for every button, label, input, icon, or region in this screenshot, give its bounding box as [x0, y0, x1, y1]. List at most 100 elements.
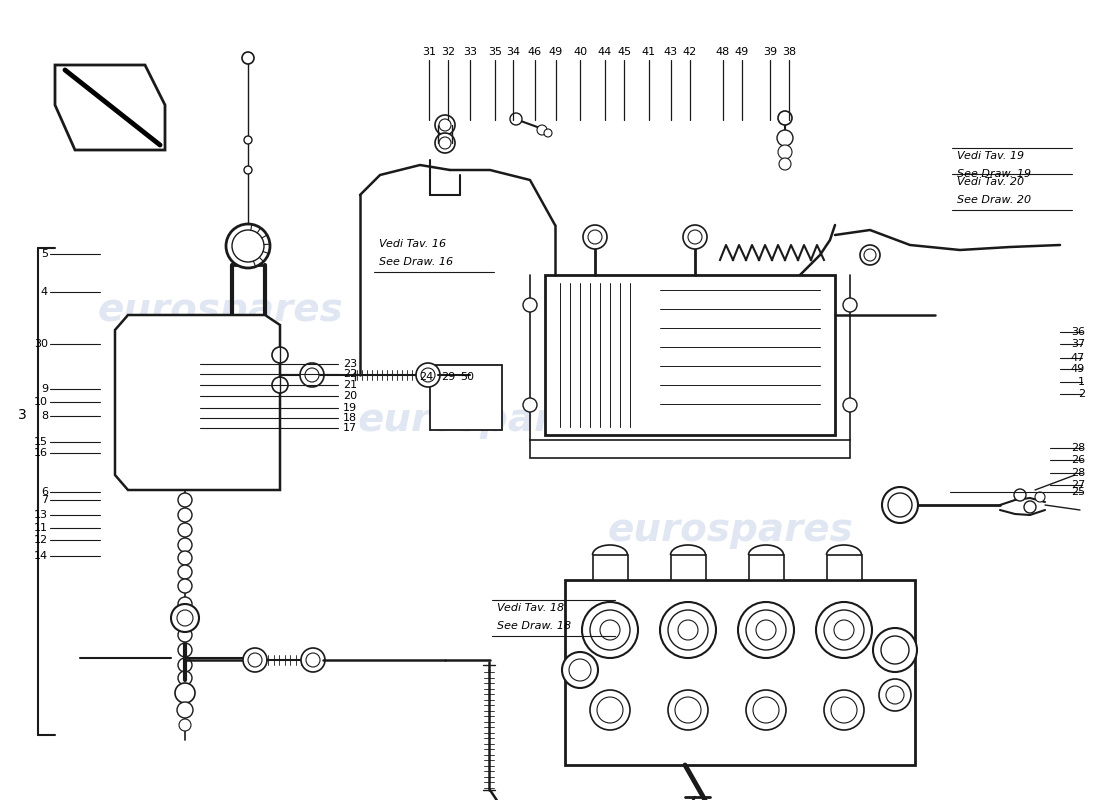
- Circle shape: [590, 610, 630, 650]
- Text: 41: 41: [642, 47, 656, 57]
- Text: 22: 22: [343, 369, 358, 379]
- Circle shape: [421, 368, 434, 382]
- Circle shape: [746, 690, 786, 730]
- Circle shape: [600, 620, 620, 640]
- Text: 24: 24: [419, 372, 433, 382]
- Text: 5: 5: [41, 249, 48, 259]
- Text: 42: 42: [683, 47, 697, 57]
- Text: 11: 11: [34, 523, 48, 533]
- Text: 12: 12: [34, 535, 48, 545]
- Circle shape: [439, 119, 451, 131]
- Circle shape: [824, 690, 864, 730]
- Circle shape: [544, 129, 552, 137]
- Text: 4: 4: [41, 287, 48, 297]
- Text: 36: 36: [1071, 327, 1085, 337]
- Bar: [749, 555, 784, 580]
- Text: Vedi Tav. 19: Vedi Tav. 19: [957, 151, 1024, 161]
- Circle shape: [668, 610, 708, 650]
- Circle shape: [678, 620, 698, 640]
- Text: 43: 43: [664, 47, 678, 57]
- Circle shape: [778, 111, 792, 125]
- Bar: [544, 275, 835, 435]
- Text: 27: 27: [1070, 480, 1085, 490]
- Text: 8: 8: [41, 411, 48, 421]
- Circle shape: [510, 113, 522, 125]
- Text: Vedi Tav. 20: Vedi Tav. 20: [957, 177, 1024, 187]
- Text: 35: 35: [488, 47, 502, 57]
- Text: 23: 23: [343, 359, 358, 369]
- Circle shape: [588, 230, 602, 244]
- Circle shape: [178, 688, 192, 702]
- Text: 37: 37: [1071, 339, 1085, 349]
- Circle shape: [886, 686, 904, 704]
- Circle shape: [243, 648, 267, 672]
- Circle shape: [675, 697, 701, 723]
- Text: 38: 38: [782, 47, 796, 57]
- Circle shape: [178, 628, 192, 642]
- Text: 16: 16: [34, 448, 48, 458]
- Circle shape: [597, 697, 623, 723]
- Circle shape: [582, 602, 638, 658]
- Circle shape: [416, 363, 440, 387]
- Circle shape: [178, 579, 192, 593]
- Circle shape: [244, 136, 252, 144]
- Text: See Draw. 20: See Draw. 20: [957, 195, 1031, 205]
- Circle shape: [522, 298, 537, 312]
- Circle shape: [434, 133, 455, 153]
- Polygon shape: [55, 65, 165, 150]
- Circle shape: [1024, 501, 1036, 513]
- Circle shape: [754, 697, 779, 723]
- Circle shape: [178, 523, 192, 537]
- Circle shape: [300, 363, 324, 387]
- Circle shape: [178, 613, 192, 627]
- Circle shape: [779, 158, 791, 170]
- Circle shape: [660, 602, 716, 658]
- Text: 47: 47: [1070, 353, 1085, 363]
- Circle shape: [843, 298, 857, 312]
- Text: See Draw. 19: See Draw. 19: [957, 169, 1031, 179]
- Text: 15: 15: [34, 437, 48, 447]
- Text: eurospares: eurospares: [358, 401, 603, 439]
- Circle shape: [590, 690, 630, 730]
- Circle shape: [668, 690, 708, 730]
- Text: 2: 2: [1078, 389, 1085, 399]
- Circle shape: [178, 643, 192, 657]
- Circle shape: [177, 702, 192, 718]
- Circle shape: [178, 538, 192, 552]
- Bar: [530, 440, 850, 458]
- Circle shape: [439, 137, 451, 149]
- Text: 50: 50: [460, 372, 474, 382]
- Text: 10: 10: [34, 397, 48, 407]
- Text: 40: 40: [573, 47, 587, 57]
- Text: 29: 29: [441, 372, 455, 382]
- Text: 49: 49: [1070, 364, 1085, 374]
- Text: 45: 45: [617, 47, 631, 57]
- Circle shape: [746, 610, 786, 650]
- Circle shape: [178, 658, 192, 672]
- Circle shape: [738, 602, 794, 658]
- Text: 17: 17: [343, 423, 358, 433]
- Circle shape: [177, 610, 192, 626]
- Circle shape: [522, 398, 537, 412]
- Text: eurospares: eurospares: [607, 511, 852, 549]
- Text: 14: 14: [34, 551, 48, 561]
- Circle shape: [226, 224, 270, 268]
- Circle shape: [272, 347, 288, 363]
- Text: 9: 9: [41, 384, 48, 394]
- Text: 18: 18: [343, 413, 358, 423]
- Circle shape: [683, 225, 707, 249]
- Circle shape: [864, 249, 876, 261]
- Circle shape: [175, 683, 195, 703]
- Circle shape: [1014, 489, 1026, 501]
- Bar: [430, 365, 502, 430]
- Circle shape: [777, 130, 793, 146]
- Text: 44: 44: [598, 47, 612, 57]
- Circle shape: [860, 245, 880, 265]
- Circle shape: [816, 602, 872, 658]
- Polygon shape: [116, 315, 280, 490]
- Text: 30: 30: [34, 339, 48, 349]
- Text: 28: 28: [1070, 468, 1085, 478]
- Text: 28: 28: [1070, 443, 1085, 453]
- Circle shape: [232, 230, 264, 262]
- Text: 21: 21: [343, 380, 358, 390]
